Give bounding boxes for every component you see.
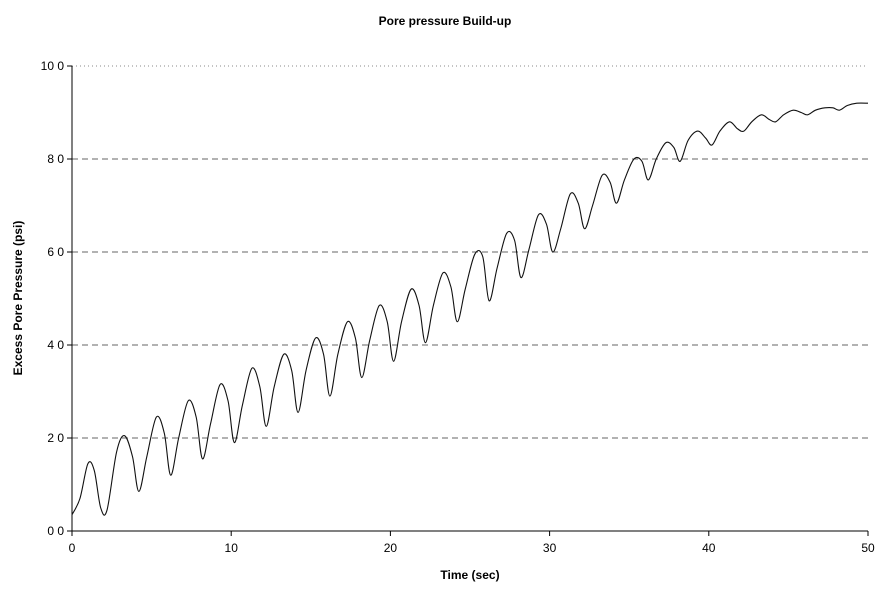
x-tick-label-4: 40 bbox=[702, 541, 716, 555]
x-axis-label: Time (sec) bbox=[440, 568, 499, 582]
y-axis-label: Excess Pore Pressure (psi) bbox=[11, 221, 25, 376]
y-tick-label-2: 4 0 bbox=[47, 338, 64, 352]
series-line-0 bbox=[71, 102, 869, 516]
chart-title: Pore pressure Build-up bbox=[379, 14, 512, 28]
tick-labels: 0 10 20 30 40 50 0 0 2 0 4 0 6 0 8 0 10 0 bbox=[41, 59, 875, 555]
x-tick-label-2: 20 bbox=[384, 541, 398, 555]
gridlines bbox=[72, 65, 868, 439]
y-tick-label-4: 8 0 bbox=[47, 152, 64, 166]
y-tick-label-1: 2 0 bbox=[47, 431, 64, 445]
x-tick-label-3: 30 bbox=[543, 541, 557, 555]
x-tick-label-5: 50 bbox=[861, 541, 875, 555]
y-tick-label-3: 6 0 bbox=[47, 245, 64, 259]
y-tick-label-0: 0 0 bbox=[47, 524, 64, 538]
y-tick-label-5: 10 0 bbox=[41, 59, 65, 73]
axes bbox=[67, 65, 869, 536]
x-tick-label-1: 10 bbox=[225, 541, 239, 555]
x-tick-label-0: 0 bbox=[69, 541, 76, 555]
series-group bbox=[71, 102, 869, 516]
